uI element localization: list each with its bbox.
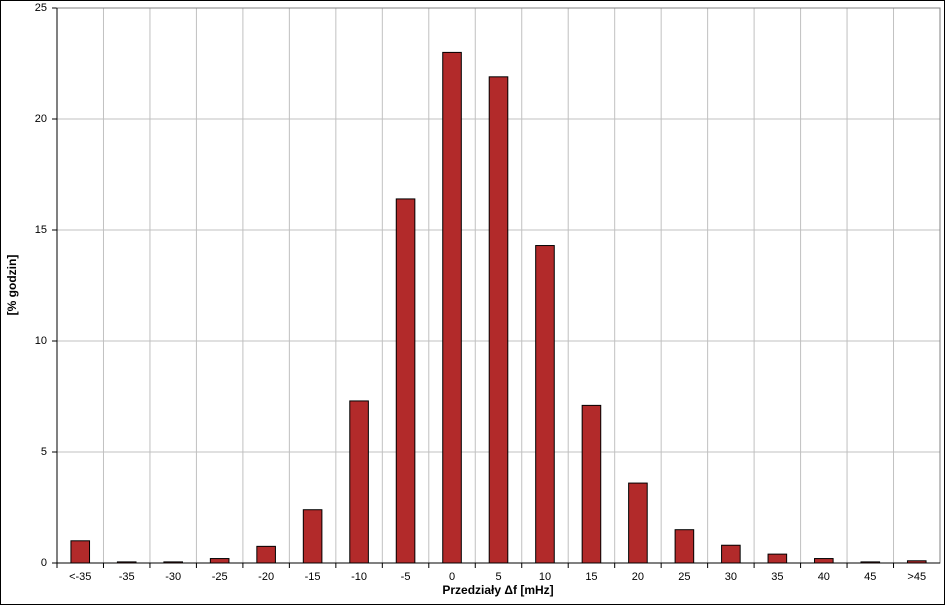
bar [70,540,91,564]
y-tick-label: 10 [35,335,47,347]
bar [209,558,230,564]
x-tick-label: <-35 [69,571,91,583]
x-tick-label: >45 [907,571,926,583]
y-tick-label: 20 [35,113,47,125]
bar [395,198,416,564]
x-tick-label: -35 [119,571,135,583]
bar [674,529,695,564]
x-tick-label: -5 [401,571,411,583]
y-tick-label: 5 [41,446,47,458]
y-tick-label: 0 [41,557,47,569]
y-axis-title: [% godzin] [5,255,19,316]
bar [581,404,602,564]
x-tick-label: -20 [258,571,274,583]
x-tick-label: 45 [864,571,876,583]
bar [349,400,369,564]
x-tick-label: 15 [585,571,597,583]
x-tick-label: -25 [212,571,228,583]
bar [442,51,462,564]
x-tick-label: 5 [495,571,501,583]
x-tick-label: -30 [165,571,181,583]
y-tick-label: 15 [35,224,47,236]
x-tick-label: 25 [678,571,690,583]
x-tick-label: -10 [351,571,367,583]
bar [488,76,509,564]
bar [814,558,834,564]
x-tick-label: 35 [771,571,783,583]
x-tick-label: 40 [818,571,830,583]
bar [535,245,555,564]
x-tick-label: 20 [632,571,644,583]
x-tick-label: 10 [539,571,551,583]
x-tick-label: 0 [449,571,455,583]
bar [721,544,741,564]
x-tick-label: -15 [305,571,321,583]
bar [256,545,276,564]
x-axis-title: Przedziały Δf [mHz] [442,583,553,597]
bar [767,553,788,564]
bar [302,509,323,564]
x-tick-label: 30 [725,571,737,583]
y-tick-label: 25 [35,2,47,14]
bar [628,482,648,564]
